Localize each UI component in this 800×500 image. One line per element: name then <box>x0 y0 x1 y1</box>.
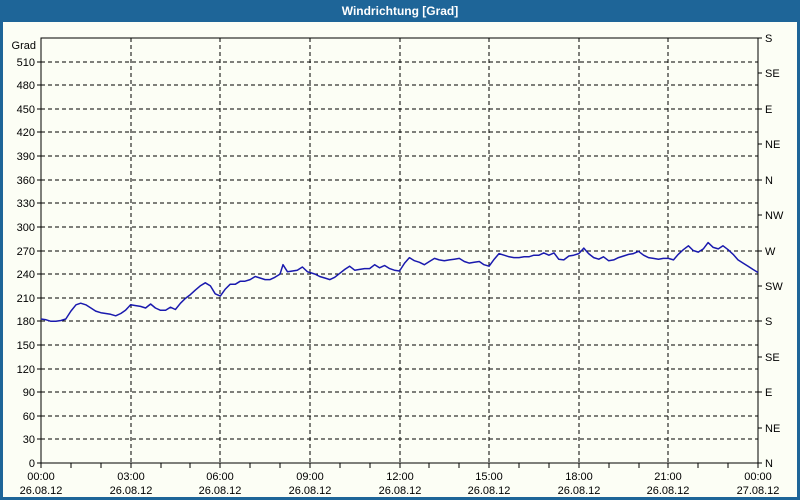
x-axis-date-label: 26.08.12 <box>199 485 242 497</box>
x-axis-time-label: 00:00 <box>27 471 55 483</box>
y-axis-tick-label: 60 <box>23 411 35 423</box>
compass-label: E <box>765 387 772 399</box>
x-axis-date-label: 26.08.12 <box>558 485 601 497</box>
y-axis-tick-label: 120 <box>17 364 35 376</box>
y-axis-tick-label: 330 <box>17 198 35 210</box>
compass-label: SE <box>765 352 780 364</box>
x-axis-date-label: 26.08.12 <box>468 485 511 497</box>
wind-direction-line <box>40 241 759 323</box>
compass-label: S <box>765 33 772 45</box>
y-axis-tick-label: 240 <box>17 269 35 281</box>
x-axis-date-label: 26.08.12 <box>289 485 332 497</box>
x-axis-time-label: 09:00 <box>296 471 324 483</box>
x-axis-time-label: 21:00 <box>654 471 682 483</box>
y-axis-tick-label: 210 <box>17 293 35 305</box>
x-axis-labels: 00:00 26.08.12 03:00 26.08.12 06:00 26.08.12 0… <box>20 471 780 497</box>
y-axis-tick-label: 480 <box>17 80 35 92</box>
y-axis-tick-label: 300 <box>17 222 35 234</box>
x-axis-date-label: 26.08.12 <box>647 485 690 497</box>
x-axis-time-label: 06:00 <box>206 471 234 483</box>
axis-ticks <box>37 37 762 468</box>
x-axis-time-label: 12:00 <box>386 471 414 483</box>
compass-label: N <box>765 175 773 187</box>
x-axis-time-label: 18:00 <box>565 471 593 483</box>
window-titlebar: Windrichtung [Grad] <box>0 0 800 22</box>
y-axis-tick-label: 90 <box>23 387 35 399</box>
x-axis-date-label: 26.08.12 <box>20 485 63 497</box>
gridlines <box>41 38 758 463</box>
x-axis-time-label: 15:00 <box>475 471 503 483</box>
compass-label: NW <box>765 210 784 222</box>
x-axis-date-label: 27.08.12 <box>737 485 780 497</box>
y-axis-tick-label: 30 <box>23 434 35 446</box>
compass-label: E <box>765 104 772 116</box>
compass-label: W <box>765 246 776 258</box>
y-axis-unit-label: Grad <box>12 40 36 52</box>
x-axis-date-label: 26.08.12 <box>110 485 153 497</box>
window-title: Windrichtung [Grad] <box>341 4 459 18</box>
y-axis-right-labels: N NE E SE S SW W NW N NE E SE S <box>765 33 784 470</box>
x-axis-date-label: 26.08.12 <box>379 485 422 497</box>
y-axis-tick-label: 420 <box>17 127 35 139</box>
wind-direction-chart: Grad 0 30 60 90 120 150 180 210 240 270 300 330 360 39… <box>12 33 784 497</box>
compass-label: SW <box>765 281 783 293</box>
plot-frame <box>40 37 759 464</box>
compass-label: NE <box>765 423 780 435</box>
compass-label: NE <box>765 139 780 151</box>
compass-label: SE <box>765 68 780 80</box>
y-axis-tick-label: 450 <box>17 104 35 116</box>
x-axis-time-label: 03:00 <box>117 471 145 483</box>
y-axis-tick-label: 360 <box>17 175 35 187</box>
compass-label: S <box>765 316 772 328</box>
y-axis-tick-label: 270 <box>17 246 35 258</box>
x-axis-time-label: 00:00 <box>744 471 772 483</box>
y-axis-left-labels: Grad 0 30 60 90 120 150 180 210 240 270 300 330 360 39… <box>12 40 36 470</box>
y-axis-tick-label: 0 <box>29 458 35 470</box>
y-axis-tick-label: 390 <box>17 151 35 163</box>
chart-area: Grad 0 30 60 90 120 150 180 210 240 270 300 330 360 39… <box>3 22 797 497</box>
y-axis-tick-label: 150 <box>17 340 35 352</box>
y-axis-tick-label: 510 <box>17 57 35 69</box>
compass-label: N <box>765 458 773 470</box>
y-axis-tick-label: 180 <box>17 316 35 328</box>
